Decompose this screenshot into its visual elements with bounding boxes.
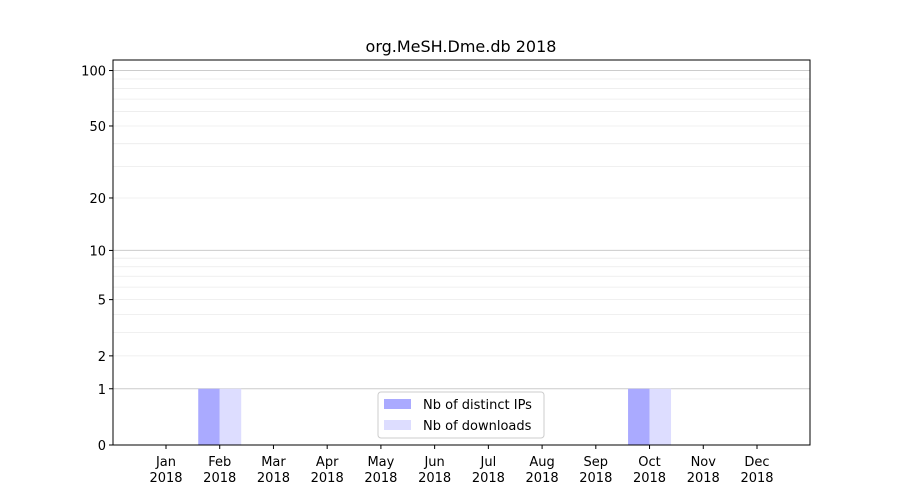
x-tick-label: Jan 2018 (149, 455, 182, 486)
plot-frame (112, 59, 811, 446)
x-tick-label-line: Sep (584, 455, 609, 470)
x-tick-label-line: 2018 (311, 471, 344, 486)
chart-title: org.MeSH.Dme.db 2018 (366, 37, 557, 56)
bar-distinct-ips (198, 388, 220, 445)
x-tick-label-line: 2018 (257, 471, 290, 486)
legend-label: Nb of downloads (423, 419, 532, 434)
x-tick-label-line: Dec (744, 455, 769, 470)
legend-swatch (384, 399, 411, 409)
x-tick-label-line: Nov (691, 455, 717, 470)
x-tick-label: Jul 2018 (472, 455, 505, 486)
x-tick-label: Jun 2018 (418, 455, 451, 486)
legend-swatch (384, 420, 411, 430)
legend: Nb of distinct IPs Nb of downloads (377, 391, 545, 439)
x-tick-label: Feb 2018 (203, 455, 236, 486)
bar-downloads (219, 388, 242, 445)
x-tick-label: Aug 2018 (526, 455, 559, 486)
x-tick-label: Mar 2018 (257, 455, 290, 486)
y-tick-label: 100 (81, 65, 106, 80)
x-tick-label-line: 2018 (418, 471, 451, 486)
x-tick-label-line: 2018 (472, 471, 505, 486)
x-tick-label-line: Apr (316, 455, 339, 470)
x-tick-label-line: 2018 (526, 471, 559, 486)
x-tick-label-line: May (367, 455, 394, 470)
x-tick-label-line: Aug (529, 455, 554, 470)
x-tick-label: Oct 2018 (633, 455, 666, 486)
x-tick-label-line: 2018 (579, 471, 612, 486)
y-tick-label: 5 (98, 294, 106, 309)
x-tick-label-line: Jun (423, 455, 444, 470)
x-tick-label: Dec 2018 (740, 455, 773, 486)
x-tick-label-line: 2018 (687, 471, 720, 486)
x-tick-label-line: Oct (638, 455, 660, 470)
bar-downloads (649, 388, 672, 445)
x-tick-label: Nov 2018 (687, 455, 720, 486)
y-tick-label: 20 (89, 192, 106, 207)
x-tick-label: May 2018 (364, 455, 397, 486)
x-tick-label-line: Jan (155, 455, 176, 470)
y-tick-label: 50 (89, 120, 106, 135)
legend-label: Nb of distinct IPs (423, 398, 532, 413)
y-tick-label: 1 (98, 383, 106, 398)
x-tick-label-line: 2018 (364, 471, 397, 486)
x-tick-label-line: Jul (480, 455, 497, 470)
x-tick-label-line: 2018 (633, 471, 666, 486)
x-tick-label-line: 2018 (149, 471, 182, 486)
x-tick-label-line: 2018 (740, 471, 773, 486)
y-tick-label: 0 (98, 439, 106, 454)
x-tick-label: Sep 2018 (579, 455, 612, 486)
bar-distinct-ips (628, 388, 650, 445)
x-tick-label: Apr 2018 (311, 455, 344, 486)
x-tick-label-line: Feb (208, 455, 231, 470)
y-tick-label: 2 (98, 350, 106, 365)
x-tick-label-line: Mar (261, 455, 286, 470)
legend-box (377, 391, 545, 439)
y-tick-label: 10 (89, 244, 106, 259)
x-tick-label-line: 2018 (203, 471, 236, 486)
